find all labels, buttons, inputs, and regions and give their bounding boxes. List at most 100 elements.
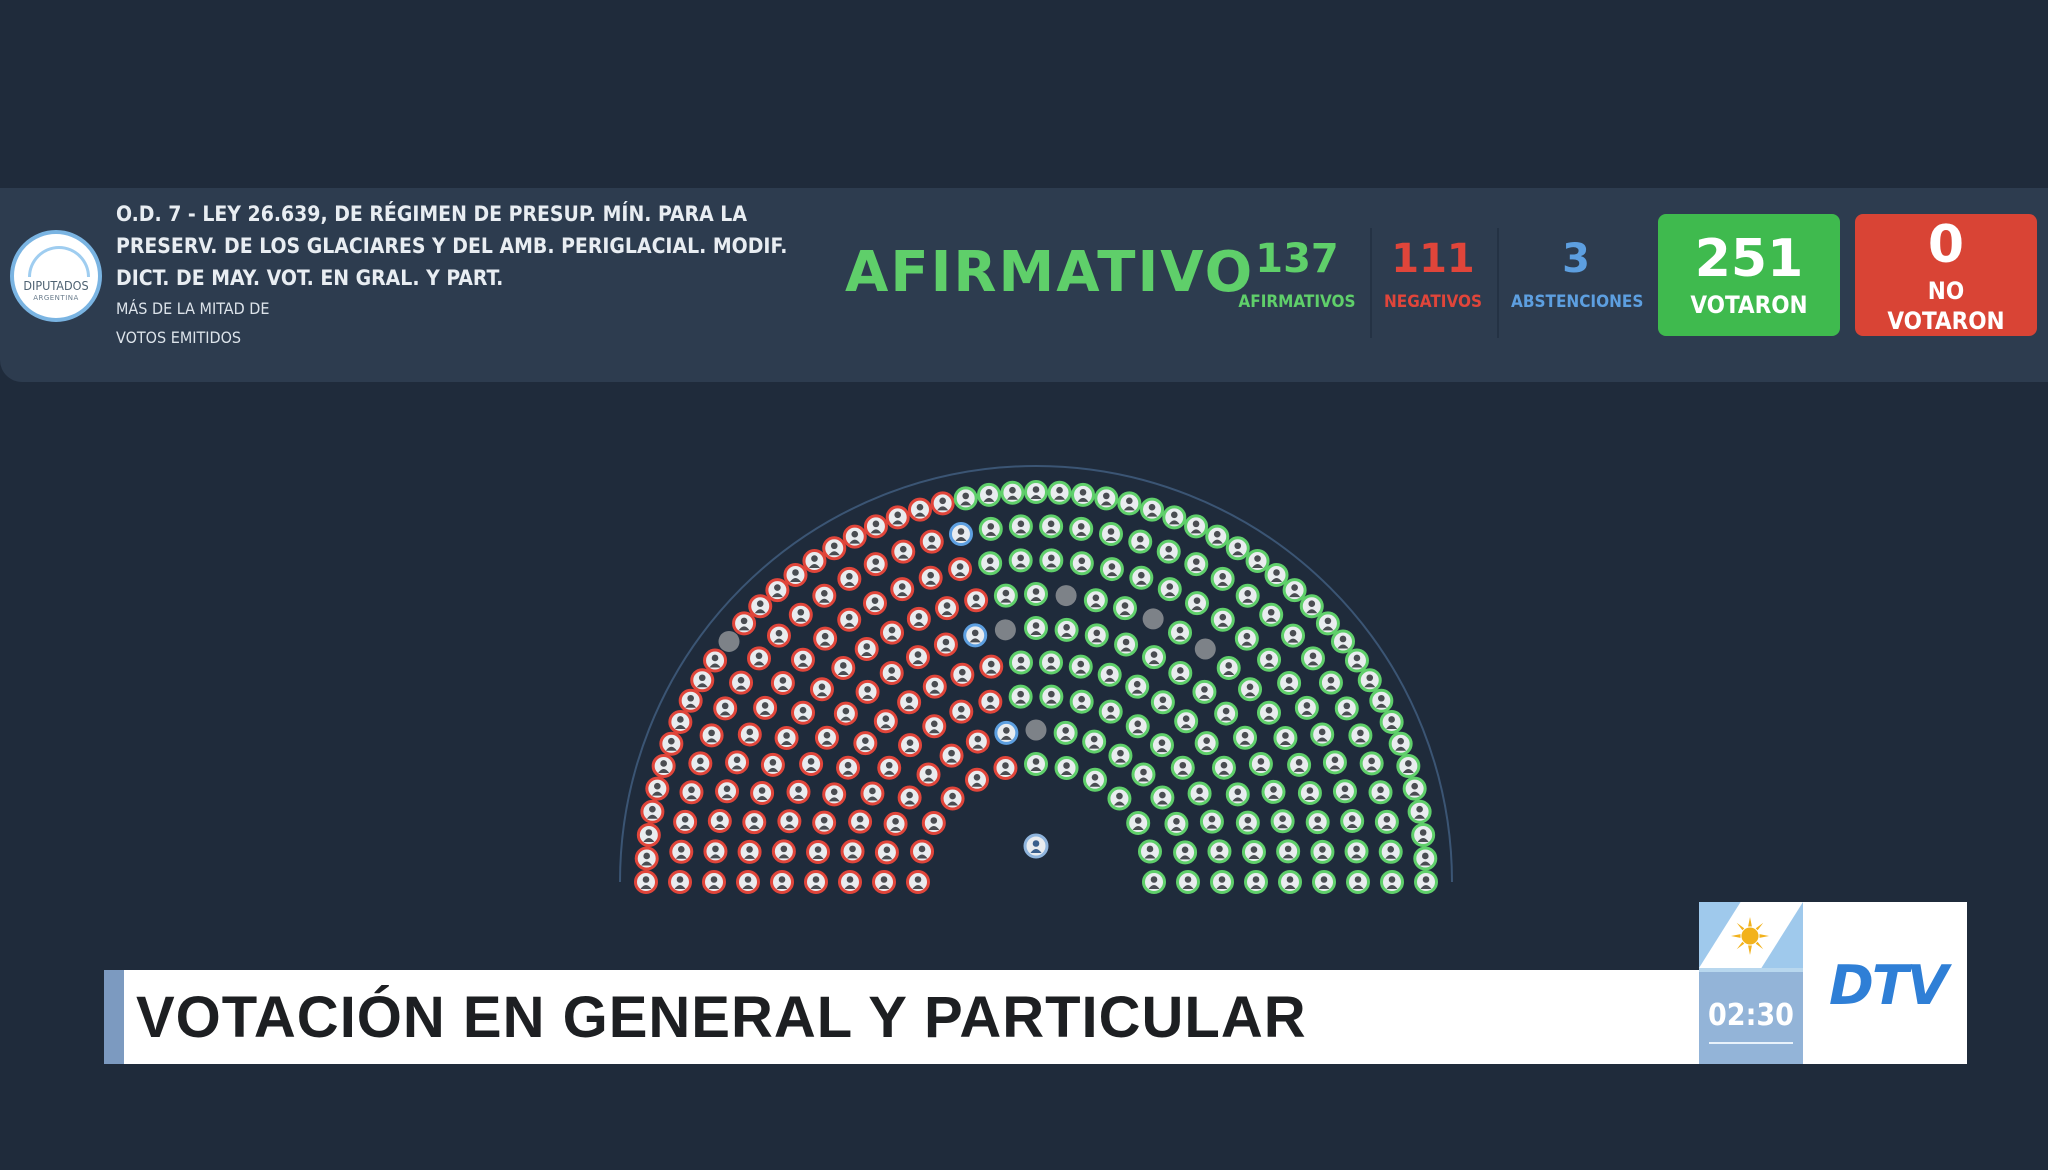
seat-afirmativo	[1125, 674, 1150, 699]
seat-afirmativo	[1378, 839, 1403, 864]
seat-negativo	[651, 753, 676, 778]
seat-negativo	[897, 690, 922, 715]
seat-negativo	[725, 750, 750, 775]
seat-negativo	[885, 505, 910, 530]
votaron-value: 251	[1694, 229, 1804, 289]
seat-negativo	[979, 654, 1004, 679]
seat-negativo	[950, 662, 975, 687]
seat-negativo	[783, 562, 808, 587]
seat-negativo	[855, 679, 880, 704]
seat-negativo	[922, 714, 947, 739]
seat-afirmativo	[1184, 514, 1209, 539]
seat-negativo	[921, 811, 946, 835]
seat-afirmativo	[1128, 529, 1153, 554]
votaron-box: 251 VOTARON	[1658, 214, 1840, 336]
seat-negativo	[732, 611, 757, 636]
majority-rule: MÁS DE LA MITAD DE VOTOS EMITIDOS	[116, 294, 416, 352]
seat-afirmativo	[1114, 632, 1139, 657]
seat-negativo	[791, 700, 816, 725]
seat-negativo	[707, 809, 732, 834]
seat-afirmativo	[1173, 840, 1198, 865]
seat-afirmativo	[1257, 647, 1282, 672]
seat-negativo	[636, 822, 661, 847]
seat-afirmativo	[1157, 577, 1182, 602]
seat-negativo	[786, 779, 811, 804]
seat-afirmativo	[978, 551, 1003, 576]
seat-negativo	[948, 557, 973, 582]
seat-afirmativo	[1131, 762, 1156, 787]
stat-value: 3	[1562, 236, 1590, 282]
seat-afirmativo	[1185, 591, 1209, 616]
seat-negativo	[863, 514, 888, 539]
stat-divider	[1370, 228, 1372, 338]
seat-afirmativo	[1244, 870, 1268, 894]
seat-afirmativo	[1270, 809, 1295, 834]
no-votaron-box: 0 NO VOTARON	[1855, 214, 2037, 336]
banner-accent	[104, 970, 124, 1064]
seat-afirmativo	[1168, 620, 1192, 645]
seat-negativo	[933, 632, 958, 657]
seat-abstencion	[994, 720, 1019, 745]
seat-afirmativo	[1150, 690, 1175, 715]
chamber-outline	[619, 465, 1453, 883]
seat-afirmativo	[1259, 602, 1284, 627]
seat-afirmativo	[1084, 623, 1109, 648]
seat-afirmativo	[1359, 751, 1384, 776]
seat-afirmativo	[1294, 695, 1319, 720]
seat-ausente	[1142, 608, 1164, 630]
seat-afirmativo	[1315, 611, 1340, 636]
banner-title: VOTACIÓN EN GENERAL Y PARTICULAR	[136, 985, 1307, 1050]
seat-afirmativo	[976, 482, 1001, 507]
seat-negativo	[873, 709, 898, 734]
seat-negativo	[634, 846, 659, 871]
seat-afirmativo	[1047, 480, 1072, 505]
seat-negativo	[669, 839, 694, 864]
seat-negativo	[703, 839, 728, 864]
dtv-logo: DTV	[1829, 954, 1948, 1017]
vote-result: AFIRMATIVO	[845, 240, 1255, 305]
seat-negativo	[790, 647, 815, 672]
seat-afirmativo	[1407, 799, 1432, 824]
seat-negativo	[679, 780, 704, 805]
seat-afirmativo	[1299, 594, 1324, 619]
seat-afirmativo	[1170, 755, 1195, 780]
seat-negativo	[939, 743, 964, 768]
seat-negativo	[860, 781, 885, 806]
seat-negativo	[702, 870, 726, 894]
seat-afirmativo	[1008, 684, 1033, 709]
seat-afirmativo	[1331, 629, 1356, 654]
seat-negativo	[802, 549, 827, 574]
seat-negativo	[890, 577, 915, 602]
seat-negativo	[770, 670, 795, 695]
seat-afirmativo	[1402, 776, 1427, 801]
stat-afirmativos: 137 AFIRMATIVOS	[1232, 234, 1362, 312]
seat-negativo	[729, 670, 754, 695]
seat-negativo	[814, 725, 839, 750]
seat-negativo	[863, 552, 888, 577]
seat-afirmativo	[1225, 782, 1250, 807]
seat-negativo	[765, 578, 790, 603]
seat-negativo	[854, 637, 879, 662]
seat-negativo	[838, 870, 862, 894]
seat-negativo	[880, 620, 904, 645]
seat-negativo	[771, 839, 796, 864]
logo-name: DIPUTADOS	[23, 278, 89, 293]
logo-subtitle: ARGENTINA	[33, 294, 79, 302]
seat-ausente	[1025, 719, 1047, 741]
stat-label: AFIRMATIVOS	[1238, 292, 1356, 312]
seat-afirmativo	[1357, 668, 1382, 693]
stat-label: ABSTENCIONES	[1511, 292, 1644, 312]
seat-afirmativo	[1039, 684, 1064, 709]
seat-negativo	[760, 752, 785, 777]
time-background	[1699, 972, 1803, 1064]
seat-afirmativo	[1039, 514, 1064, 539]
seat-afirmativo	[1235, 583, 1260, 608]
seat-afirmativo	[1008, 548, 1033, 573]
chamber-hemicycle	[619, 465, 1453, 894]
seat-afirmativo	[1297, 781, 1322, 806]
seat-ausente	[994, 619, 1016, 641]
seat-negativo	[668, 709, 693, 734]
majority-rule-line: MÁS DE LA MITAD DE	[116, 299, 270, 318]
seat-negativo	[910, 839, 935, 864]
seat-afirmativo	[1071, 482, 1096, 507]
